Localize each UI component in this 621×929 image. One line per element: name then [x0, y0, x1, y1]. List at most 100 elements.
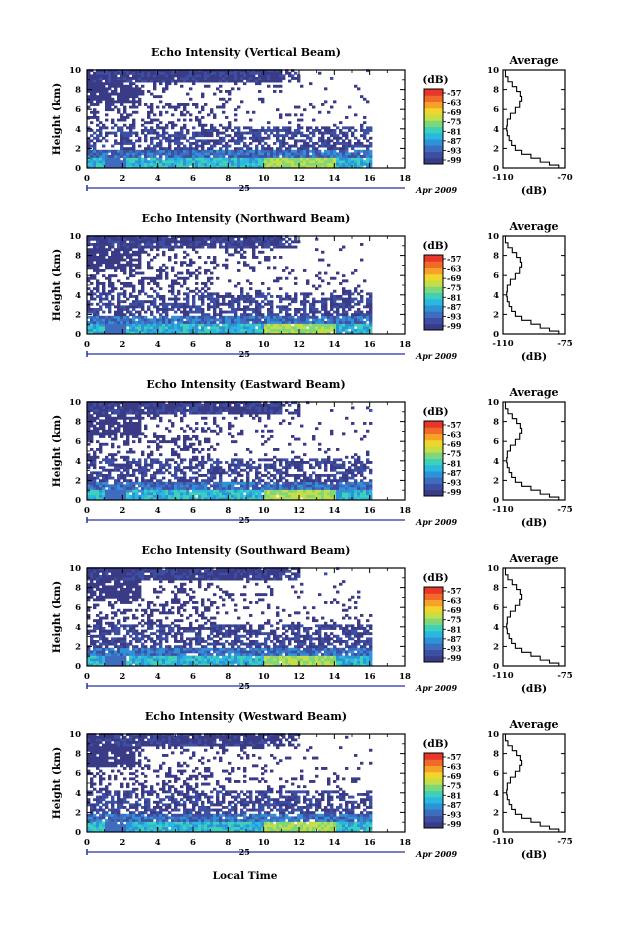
average-y-tick-label: 0: [493, 496, 499, 506]
colorbar-unit: (dB): [422, 738, 448, 750]
x-tick-label: 6: [190, 838, 196, 848]
colorbar-tick-label: -63: [447, 430, 462, 440]
y-tick-label: 2: [75, 808, 81, 818]
average-y-tick-label: 0: [493, 662, 499, 672]
colorbar-tick-label: -81: [447, 458, 461, 468]
average-y-tick-label: 2: [493, 642, 499, 652]
heatmap-cells: [87, 567, 373, 667]
average-x-label: (dB): [521, 683, 547, 695]
colorbar-tick-label: -57: [447, 254, 461, 264]
average-y-tick-label: 8: [493, 252, 499, 262]
x-tick-label: 10: [258, 838, 270, 848]
average-y-tick-label: 6: [493, 105, 499, 115]
y-tick-label: 4: [75, 789, 81, 799]
y-tick-label: 4: [75, 125, 81, 135]
average-y-tick-label: 4: [493, 291, 499, 301]
x-tick-label: 8: [225, 672, 231, 682]
x-tick-label: 14: [328, 174, 340, 184]
x-tick-label: 2: [119, 672, 125, 682]
colorbar-tick-label: -57: [447, 752, 461, 762]
average-x-label: (dB): [521, 849, 547, 861]
y-tick-label: 0: [75, 828, 81, 838]
month-label: Apr 2009: [415, 185, 458, 195]
average-y-tick-label: 4: [493, 623, 499, 633]
colorbar-tick-label: -75: [447, 781, 461, 791]
x-tick-label: 2: [119, 340, 125, 350]
average-frame: [502, 733, 566, 833]
average-x-tick-label: -110: [492, 671, 513, 681]
average-y-tick-label: 10: [487, 66, 499, 76]
y-axis-label: Height (km): [51, 83, 63, 155]
average-y-tick-label: 2: [493, 476, 499, 486]
x-tick-label: 4: [155, 506, 161, 516]
colorbar-tick-label: -69: [447, 771, 462, 781]
y-tick-label: 0: [75, 164, 81, 174]
y-tick-label: 6: [75, 769, 81, 779]
colorbar: -57-63-69-75-81-87-93-99: [423, 752, 462, 829]
average-x-label: (dB): [521, 517, 547, 529]
colorbar-tick-label: -93: [447, 477, 462, 487]
x-tick-label: 10: [258, 506, 270, 516]
average-y-tick-label: 4: [493, 457, 499, 467]
y-tick-label: 0: [75, 330, 81, 340]
y-tick-label: 10: [69, 730, 81, 740]
heatmap-cells: [87, 69, 373, 169]
colorbar-tick-label: -57: [447, 88, 461, 98]
colorbar-tick-label: -69: [447, 439, 462, 449]
colorbar-tick-label: -99: [447, 487, 462, 497]
x-tick-label: 18: [399, 672, 411, 682]
panel-1: Echo Intensity (Vertical Beam) 0 2 4 6 8 10 12 1…: [51, 46, 573, 197]
x-tick-label: 0: [84, 672, 90, 682]
month-label: Apr 2009: [415, 517, 458, 527]
average-y-tick-label: 0: [493, 828, 499, 838]
average-title: Average: [508, 552, 558, 565]
colorbar-tick-label: -99: [447, 155, 462, 165]
colorbar-tick-label: -75: [447, 117, 461, 127]
average-frame: [502, 567, 566, 667]
average-y-tick-label: 10: [487, 232, 499, 242]
x-tick-label: 4: [155, 340, 161, 350]
average-y-tick-label: 8: [493, 418, 499, 428]
x-tick-label: 10: [258, 174, 270, 184]
x-tick-label: 14: [328, 340, 340, 350]
heatmap-cells: [87, 235, 373, 335]
panel-title: Echo Intensity (Vertical Beam): [151, 46, 341, 59]
colorbar-tick-label: -87: [447, 800, 461, 810]
average-y-tick-label: 10: [487, 730, 499, 740]
average-profile-line: [504, 734, 562, 833]
y-tick-label: 0: [75, 496, 81, 506]
average-y-tick-label: 2: [493, 144, 499, 154]
colorbar-tick-label: -81: [447, 292, 461, 302]
panel-title: Echo Intensity (Northward Beam): [142, 212, 351, 225]
y-tick-label: 8: [75, 584, 81, 594]
average-profile-panel: Average 0 2 4 6 8 10 -110 -75 (dB): [487, 386, 573, 529]
average-x-tick-label: -75: [557, 339, 572, 349]
y-tick-label: 6: [75, 437, 81, 447]
x-tick-label: 8: [225, 838, 231, 848]
y-tick-label: 8: [75, 750, 81, 760]
colorbar-unit: (dB): [422, 572, 448, 584]
colorbar-tick-label: -87: [447, 468, 461, 478]
common-xlabel: Local Time: [213, 870, 278, 882]
x-tick-label: 0: [84, 174, 90, 184]
average-profile-line: [504, 568, 562, 667]
colorbar: -57-63-69-75-81-87-93-99: [423, 88, 462, 165]
average-title: Average: [508, 718, 558, 731]
colorbar-tick-label: -87: [447, 136, 461, 146]
y-tick-label: 0: [75, 662, 81, 672]
colorbar-tick-label: -93: [447, 643, 462, 653]
x-tick-label: 18: [399, 506, 411, 516]
average-x-tick-label: -110: [492, 505, 513, 515]
colorbar-tick-label: -69: [447, 107, 462, 117]
heatmap-cells: [87, 401, 373, 501]
average-y-tick-label: 0: [493, 330, 499, 340]
average-y-tick-label: 6: [493, 271, 499, 281]
x-tick-label: 12: [293, 506, 305, 516]
average-title: Average: [508, 220, 558, 233]
x-tick-label: 16: [364, 838, 376, 848]
x-tick-label: 12: [293, 340, 305, 350]
y-axis-label: Height (km): [51, 415, 63, 487]
average-profile-panel: Average 0 2 4 6 8 10 -110 -75 (dB): [487, 552, 573, 695]
colorbar-tick-label: -75: [447, 283, 461, 293]
x-tick-label: 10: [258, 672, 270, 682]
